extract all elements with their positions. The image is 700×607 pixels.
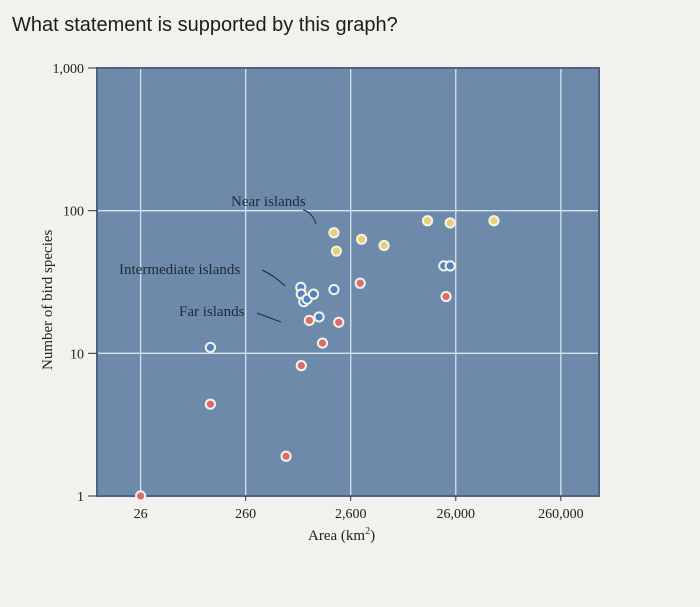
- grid-lines: [97, 68, 599, 496]
- y-tick-label: 100: [63, 205, 84, 220]
- far-point: [440, 290, 452, 303]
- far-point: [303, 314, 315, 327]
- intermediate-point: [444, 260, 456, 272]
- intermediate-point: [204, 341, 216, 354]
- near-point: [421, 215, 434, 227]
- far-point: [316, 337, 329, 349]
- intermediate-label: Intermediate islands: [119, 262, 240, 278]
- intermediate-point: [307, 288, 320, 300]
- far-point: [280, 450, 292, 462]
- near-point: [378, 239, 390, 252]
- plot-frame: [96, 67, 600, 497]
- near-point: [330, 245, 343, 257]
- y-tick-label: 1: [77, 490, 84, 505]
- axes: 26 260 2,600 26,000 260,000 1 10 100 1,000: [53, 62, 584, 522]
- x-tick-label: 260,000: [538, 507, 584, 522]
- x-tick-label: 2,600: [335, 507, 367, 522]
- far-point: [333, 316, 345, 328]
- near-point: [444, 217, 456, 229]
- y-tick-label: 1,000: [53, 62, 85, 77]
- near-leader: [302, 209, 317, 225]
- near-point: [328, 227, 340, 239]
- x-tick-label: 260: [235, 507, 256, 522]
- data-points: [134, 215, 500, 502]
- far-point: [134, 490, 147, 502]
- near-label: Near islands: [231, 194, 306, 210]
- intermediate-leader: [261, 269, 286, 287]
- intermediate-point: [313, 311, 325, 323]
- series-labels: Near islands Intermediate islands Far isla…: [119, 194, 317, 323]
- x-tick-label: 26: [134, 507, 148, 522]
- far-label: Far islands: [179, 304, 245, 320]
- x-tick-label: 26,000: [437, 507, 476, 522]
- x-axis-label: Area (km2): [308, 526, 375, 544]
- far-leader: [256, 312, 282, 323]
- far-point: [204, 398, 216, 410]
- y-tick-label: 10: [70, 347, 84, 362]
- far-point: [295, 360, 307, 372]
- question-text: What statement is supported by this grap…: [12, 14, 398, 36]
- near-point: [355, 233, 368, 245]
- intermediate-point: [328, 283, 340, 296]
- far-point: [354, 277, 366, 289]
- plot-area: [97, 68, 599, 496]
- near-point: [488, 215, 500, 227]
- y-axis-label: Number of bird species: [40, 229, 56, 370]
